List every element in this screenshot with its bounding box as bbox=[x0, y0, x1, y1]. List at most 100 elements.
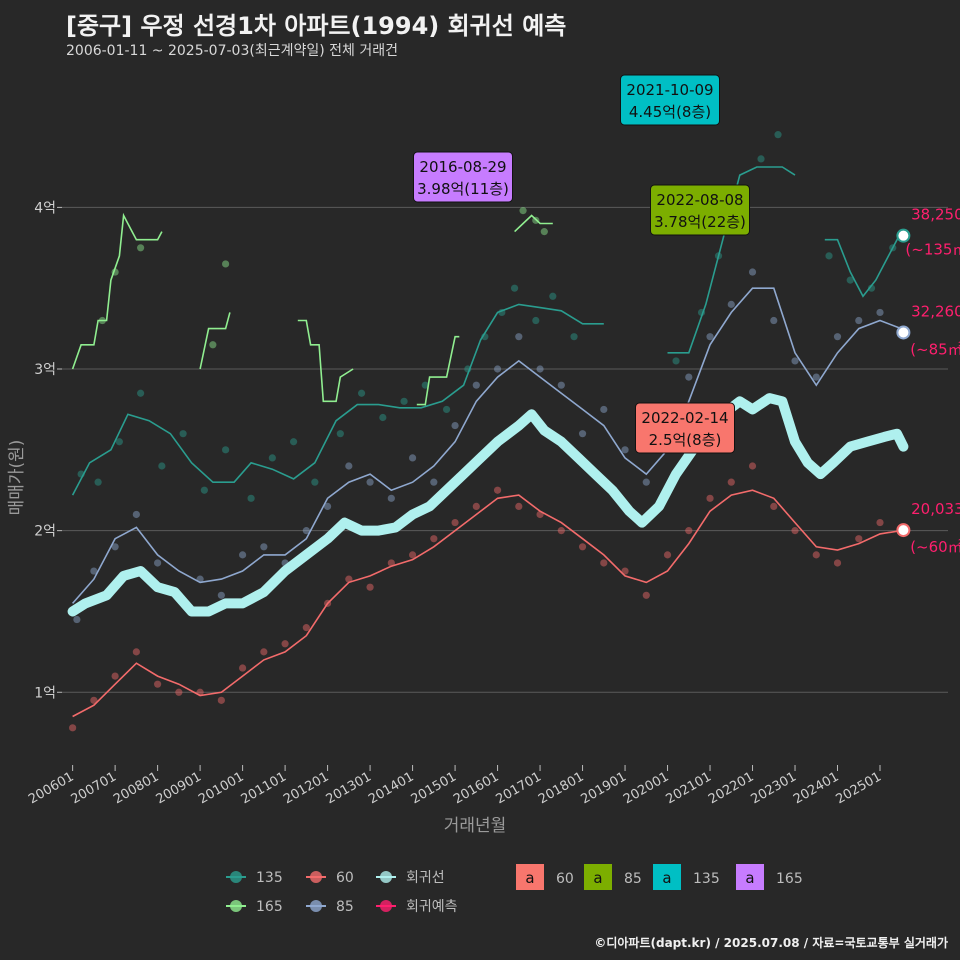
x-tick-label: 201801 bbox=[536, 769, 586, 807]
annotation-price: 2.5억(8층) bbox=[649, 431, 722, 449]
legend-label: 135 bbox=[256, 870, 283, 886]
data-point-85 bbox=[791, 357, 799, 365]
legend-swatch-glyph: a bbox=[662, 869, 671, 887]
data-point-85 bbox=[238, 551, 247, 559]
data-point-60 bbox=[727, 478, 735, 486]
data-point-85 bbox=[748, 268, 757, 276]
forecast-point-85 bbox=[896, 325, 911, 340]
legend-dot bbox=[380, 871, 392, 883]
data-point-85 bbox=[812, 373, 820, 381]
annotation-date: 2022-08-08 bbox=[656, 191, 743, 209]
legend-swatch bbox=[736, 864, 764, 890]
data-point-135 bbox=[179, 430, 187, 438]
data-point-85 bbox=[430, 478, 438, 486]
legend-label: 165 bbox=[776, 871, 803, 887]
x-tick-label: 202301 bbox=[749, 769, 799, 807]
chart-title: [중구] 우정 선경1차 아파트(1994) 회귀선 예측 bbox=[66, 12, 567, 40]
legend-swatch-glyph: a bbox=[593, 869, 602, 887]
data-point-135 bbox=[510, 284, 519, 292]
x-tick-label: 201501 bbox=[409, 769, 459, 807]
x-tick-label: 201201 bbox=[281, 769, 331, 807]
annotation-box bbox=[650, 184, 750, 236]
data-point-60 bbox=[621, 567, 629, 575]
forecast-area-60: (~60㎡) bbox=[910, 538, 960, 556]
forecast-value-60: 20,033 bbox=[911, 500, 960, 518]
scatter-points bbox=[69, 131, 897, 732]
legend-item-회귀예측: 회귀예측 bbox=[376, 899, 458, 915]
data-point-165 bbox=[222, 260, 230, 268]
data-point-60 bbox=[345, 575, 353, 583]
data-point-135 bbox=[774, 131, 782, 139]
x-tick-label: 201101 bbox=[239, 769, 289, 807]
trend-line-165 bbox=[199, 312, 231, 370]
data-point-60 bbox=[408, 551, 417, 559]
data-point-85 bbox=[345, 462, 353, 470]
data-point-165 bbox=[209, 341, 217, 349]
regression-line bbox=[67, 393, 909, 617]
data-point-85 bbox=[73, 615, 81, 624]
y-axis-label: 매매가(원) bbox=[7, 440, 27, 516]
data-point-85 bbox=[408, 454, 417, 462]
data-point-85 bbox=[515, 333, 523, 341]
data-point-135 bbox=[200, 486, 208, 494]
axes: 1억2억3억4억20060120070120080120090120100120… bbox=[7, 200, 884, 836]
data-point-60 bbox=[387, 559, 395, 567]
legend-box-85: a 85 bbox=[584, 864, 642, 890]
x-tick-label: 201301 bbox=[324, 769, 374, 807]
annotation-box bbox=[620, 74, 720, 126]
x-tick-label: 202201 bbox=[706, 769, 756, 807]
data-point-60 bbox=[770, 502, 778, 510]
data-point-60 bbox=[663, 551, 672, 559]
legend-swatch bbox=[516, 864, 544, 890]
data-point-85 bbox=[855, 316, 863, 325]
data-point-135 bbox=[115, 438, 123, 446]
data-point-135 bbox=[549, 292, 557, 300]
data-point-85 bbox=[876, 308, 884, 317]
data-point-85 bbox=[600, 405, 608, 414]
x-tick-label: 201001 bbox=[196, 769, 246, 807]
legend-label: 135 bbox=[693, 871, 720, 887]
data-point-135 bbox=[222, 446, 230, 454]
legend-swatch-glyph: a bbox=[525, 869, 534, 887]
data-point-60 bbox=[154, 680, 162, 688]
data-point-60 bbox=[876, 518, 884, 527]
data-point-135 bbox=[336, 430, 344, 438]
data-point-135 bbox=[158, 462, 166, 470]
legend-label: 회귀선 bbox=[406, 870, 445, 886]
legend-dot bbox=[310, 900, 322, 912]
x-tick-label: 202501 bbox=[834, 769, 884, 807]
x-tick-label: 202101 bbox=[664, 769, 714, 807]
y-tick-label: 3억 bbox=[34, 362, 56, 378]
data-point-85 bbox=[260, 543, 268, 551]
legend-dot bbox=[230, 900, 242, 912]
data-point-60 bbox=[685, 527, 693, 535]
x-tick-label: 201701 bbox=[494, 769, 544, 807]
legend-box-165: a 165 bbox=[736, 864, 803, 890]
legend-label: 60 bbox=[336, 870, 354, 886]
data-point-135 bbox=[757, 155, 765, 163]
data-point-60 bbox=[557, 527, 565, 535]
data-point-85 bbox=[621, 446, 629, 454]
legend-swatch bbox=[653, 864, 681, 890]
data-point-85 bbox=[642, 478, 650, 486]
x-tick-label: 200901 bbox=[154, 769, 204, 807]
legend-box-135: a 135 bbox=[653, 864, 720, 890]
legend-item-회귀선: 회귀선 bbox=[376, 870, 445, 886]
annotation-85: 2022-08-08 3.78억(22층) bbox=[650, 184, 750, 236]
source-caption: ©디아파트(dapt.kr) / 2025.07.08 / 자료=국토교통부 실… bbox=[594, 936, 948, 950]
data-point-85 bbox=[111, 543, 119, 551]
data-point-60 bbox=[69, 724, 77, 732]
data-point-85 bbox=[472, 381, 480, 389]
data-point-135 bbox=[137, 389, 145, 397]
data-point-60 bbox=[90, 696, 98, 704]
data-point-60 bbox=[833, 559, 842, 567]
data-point-135 bbox=[247, 494, 255, 502]
data-point-85 bbox=[493, 365, 502, 373]
x-tick-label: 201401 bbox=[366, 769, 416, 807]
forecast-value-85: 32,260 bbox=[911, 302, 960, 320]
legend-item-135: 135 bbox=[226, 870, 283, 886]
x-tick-label: 202401 bbox=[791, 769, 841, 807]
annotation-box bbox=[635, 402, 735, 454]
x-tick-label: 201601 bbox=[451, 769, 501, 807]
x-tick-label: 200601 bbox=[26, 769, 76, 807]
